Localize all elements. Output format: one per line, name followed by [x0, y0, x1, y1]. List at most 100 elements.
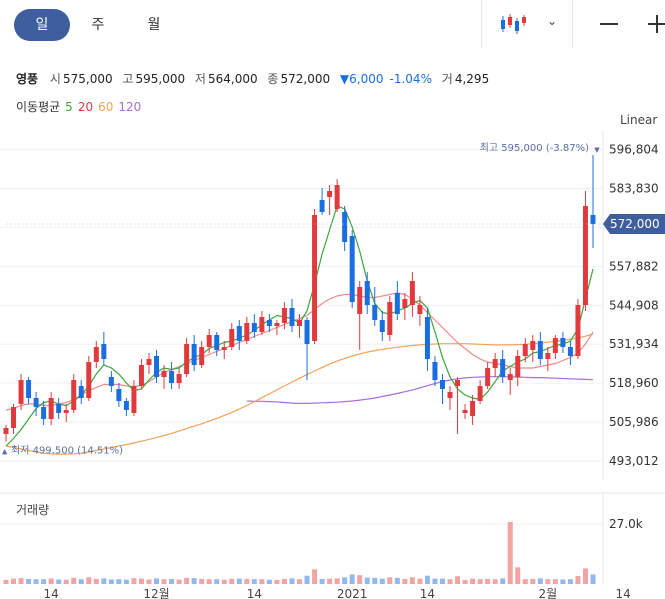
stock-name: 영풍 — [16, 72, 39, 86]
candle-body — [522, 344, 528, 356]
candle-body — [236, 326, 242, 341]
candle-body — [424, 317, 430, 359]
volume-bar — [48, 578, 54, 584]
volume-bar — [41, 579, 47, 584]
candle-body — [33, 398, 39, 407]
candle-body — [394, 293, 400, 314]
candle-body — [515, 356, 521, 377]
min-price-annotation: 최저 499,500 (14.51%) — [11, 445, 123, 457]
price-summary: 영풍 시 575,000 고 595,000 저 564,000 종 572,000 ▼… — [16, 70, 495, 87]
volume-bar — [214, 579, 220, 584]
scale-type-toggle[interactable]: Linear — [620, 113, 658, 127]
volume-bar — [432, 578, 438, 584]
volume-bar — [470, 578, 476, 584]
x-tick-label: 14 — [615, 587, 630, 599]
volume-bar — [221, 579, 227, 584]
volume-bar — [462, 580, 468, 584]
low-value: 564,000 — [207, 72, 258, 86]
volume-bar — [11, 578, 17, 584]
volume-bar — [18, 578, 24, 584]
candle-body — [229, 329, 235, 347]
ma120-legend: 120 — [118, 100, 142, 114]
volume-bar — [364, 577, 370, 584]
candle-body — [3, 428, 9, 434]
candle-body — [372, 305, 378, 320]
candle-body — [281, 308, 287, 323]
candle-body — [462, 410, 468, 413]
tab-month[interactable]: 월 — [147, 17, 161, 33]
volume-bar — [485, 578, 491, 584]
candle-body — [455, 380, 461, 386]
chevron-down-icon[interactable]: ⌄ — [547, 14, 558, 28]
volume-bar — [334, 578, 340, 584]
volume-bar — [93, 578, 99, 584]
tab-day[interactable]: 일 — [14, 9, 70, 41]
candle-body — [289, 308, 295, 326]
candle-body — [575, 305, 581, 356]
y-tick-label: 518,960 — [609, 376, 659, 390]
candlestick-icon — [501, 14, 526, 34]
candle-body — [176, 374, 182, 383]
change-percent: -1.04% — [389, 72, 432, 86]
max-price-annotation: 최고 595,000 (-3.87%) — [480, 142, 589, 154]
candle-body — [409, 281, 415, 305]
volume-bar — [590, 574, 596, 584]
volume-bar — [78, 579, 84, 584]
chart-type-button[interactable] — [500, 12, 528, 36]
volume-bar — [176, 579, 182, 584]
current-price-label: 572,000 — [610, 217, 660, 231]
toolbar-divider — [572, 0, 573, 48]
candle-body — [86, 362, 92, 398]
volume-bar — [33, 579, 39, 584]
open-value: 575,000 — [62, 72, 113, 86]
y-tick-label: 596,804 — [609, 143, 659, 157]
close-label: 종 — [267, 72, 279, 86]
candle-body — [387, 302, 393, 335]
volume-bar — [492, 579, 498, 584]
y-tick-label: 557,882 — [609, 259, 659, 273]
current-price-tag — [603, 214, 665, 234]
candle-body — [41, 407, 47, 419]
close-value: 572,000 — [280, 72, 331, 86]
volume-bar — [26, 578, 32, 584]
volume-label: 거 — [441, 72, 453, 86]
candle-body — [146, 359, 152, 365]
volume-bar — [477, 579, 483, 584]
candle-body — [327, 191, 333, 197]
volume-bar — [500, 578, 506, 584]
volume-bar — [409, 577, 415, 584]
zoom-out-icon[interactable] — [600, 23, 618, 25]
candle-body — [71, 380, 77, 410]
candle-body — [18, 380, 24, 404]
volume-tick-label: 27.0k — [609, 517, 643, 531]
volume-bar — [154, 578, 160, 584]
volume-bar — [123, 579, 129, 584]
toolbar-divider — [481, 0, 482, 48]
candle-body — [567, 347, 573, 356]
candle-body — [297, 320, 302, 326]
candle-body — [154, 356, 160, 377]
tab-week[interactable]: 주 — [91, 17, 105, 33]
candle-body — [485, 368, 491, 386]
volume-bar — [206, 579, 212, 584]
candle-body — [56, 404, 62, 413]
volume-bar — [552, 579, 558, 584]
candle-body — [274, 323, 280, 326]
candle-body — [78, 386, 84, 398]
x-tick-label: 12월 — [143, 587, 169, 599]
candle-body — [552, 338, 558, 353]
candle-body — [138, 365, 144, 386]
x-tick-label: 14 — [420, 587, 435, 599]
candle-body — [432, 362, 438, 380]
candle-body — [93, 347, 99, 362]
candle-body — [590, 215, 596, 224]
volume-bar — [439, 578, 445, 584]
volume-bar — [289, 578, 295, 584]
volume-bar — [394, 577, 400, 584]
volume-bar — [372, 577, 378, 584]
candle-body — [221, 347, 227, 350]
volume-bar — [560, 579, 566, 584]
x-tick-label: 14 — [44, 587, 59, 599]
volume-bar — [266, 579, 272, 584]
y-tick-label: 493,012 — [609, 454, 659, 468]
